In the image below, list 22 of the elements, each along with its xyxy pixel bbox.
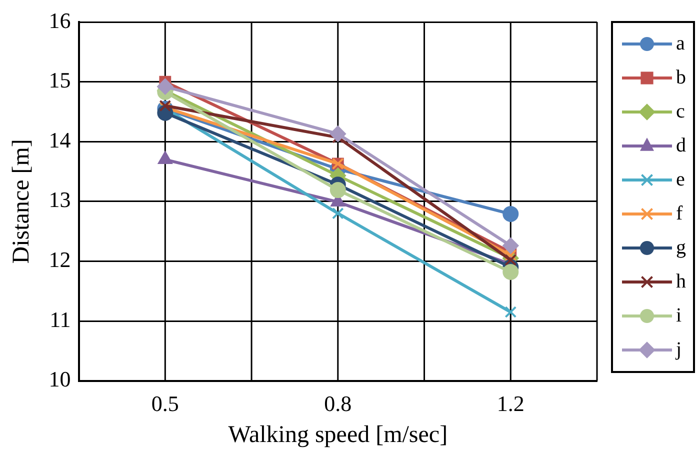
y-tick-label: 14 xyxy=(48,127,71,152)
legend-label: g xyxy=(676,236,686,258)
y-tick-label: 10 xyxy=(48,366,71,392)
legend-label: f xyxy=(676,202,683,224)
x-tick-label: 0.5 xyxy=(151,390,179,416)
legend-label: j xyxy=(675,338,682,360)
x-axis-title: Walking speed [m/sec] xyxy=(228,422,448,448)
x-tick-label: 1.2 xyxy=(496,390,524,416)
legend-label: b xyxy=(676,66,686,88)
legend-label: d xyxy=(676,134,686,156)
y-tick-label: 13 xyxy=(48,187,71,212)
y-tick-label: 16 xyxy=(48,8,71,33)
legend-label: c xyxy=(676,100,685,122)
legend-label: e xyxy=(676,168,685,190)
y-tick-label: 11 xyxy=(50,306,71,332)
legend-label: i xyxy=(676,304,682,326)
y-axis-title: Distance [m] xyxy=(8,139,35,264)
y-tick-label: 15 xyxy=(48,68,71,93)
y-tick-label: 12 xyxy=(48,246,71,272)
x-tick-label: 0.8 xyxy=(324,390,352,416)
legend-label: h xyxy=(676,270,686,292)
legend-label: a xyxy=(676,32,685,54)
